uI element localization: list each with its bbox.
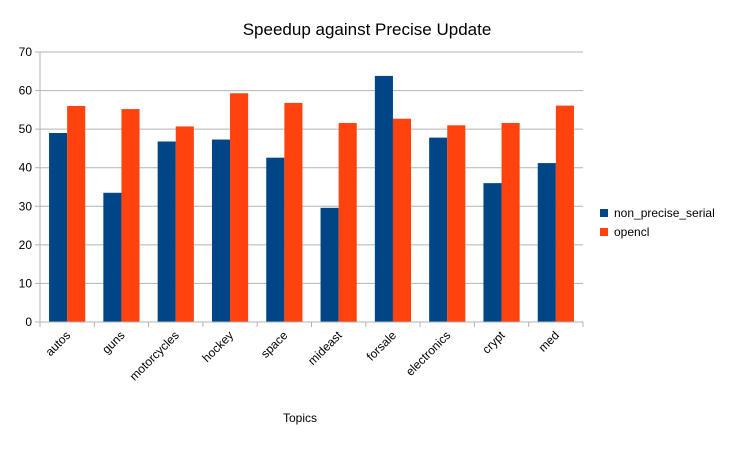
y-tick-label: 30 (19, 199, 33, 213)
bar-non-precise-serial-hockey (211, 139, 231, 322)
bar-non-precise-serial-guns (103, 192, 122, 322)
bars (49, 75, 574, 323)
y-tick-label: 0 (25, 315, 32, 329)
x-tick-label-motorcycles: motorcycles (127, 328, 182, 383)
y-tick-label: 60 (19, 84, 33, 98)
y-tick-label: 70 (19, 45, 33, 59)
x-tick-labels: autos guns motorcycles hockey space mideast fo… (43, 328, 562, 384)
legend-swatch-opencl (600, 228, 608, 236)
bar-non-precise-serial-space (266, 157, 285, 322)
legend-swatch-non-precise-serial (600, 209, 608, 217)
x-tick-label-guns: guns (99, 328, 127, 356)
bar-opencl-motorcycles (175, 126, 194, 322)
x-tick-label-hockey: hockey (199, 328, 236, 365)
legend-label-opencl: opencl (614, 225, 649, 239)
x-axis-title: Topics (283, 411, 317, 425)
bar-opencl-hockey (230, 93, 249, 323)
x-tick-label-crypt: crypt (479, 328, 508, 357)
bar-non-precise-serial-mideast (320, 207, 339, 322)
bar-opencl-space (284, 102, 303, 323)
x-tick-label-space: space (258, 328, 291, 361)
bar-non-precise-serial-crypt (483, 183, 502, 322)
bar-opencl-guns (121, 109, 140, 322)
legend-label-non-precise-serial: non_precise_serial (614, 206, 715, 220)
y-tick-label: 20 (19, 238, 33, 252)
bar-non-precise-serial-motorcycles (157, 141, 176, 322)
bar-opencl-med (555, 105, 574, 322)
bar-opencl-mideast (338, 122, 357, 322)
x-tick-label-autos: autos (43, 328, 74, 359)
axes (35, 51, 584, 327)
x-tick-label-forsale: forsale (364, 328, 400, 364)
chart-title: Speedup against Precise Update (243, 20, 492, 39)
x-tick-label-med: med (536, 328, 562, 354)
y-tick-labels: 0 10 20 30 40 50 60 70 (19, 45, 33, 329)
x-tick-label-mideast: mideast (305, 328, 345, 368)
bar-opencl-electronics (447, 125, 466, 323)
bar-opencl-forsale (392, 118, 412, 322)
bar-non-precise-serial-autos (49, 133, 68, 322)
y-tick-label: 50 (19, 122, 33, 136)
bar-opencl-autos (67, 106, 86, 322)
y-tick-label: 40 (19, 161, 33, 175)
bar-non-precise-serial-forsale (374, 75, 393, 323)
bar-opencl-crypt (501, 122, 520, 322)
y-tick-label: 10 (19, 276, 33, 290)
x-tick-label-electronics: electronics (403, 328, 453, 378)
bar-non-precise-serial-med (537, 163, 556, 322)
bar-non-precise-serial-electronics (429, 137, 448, 322)
